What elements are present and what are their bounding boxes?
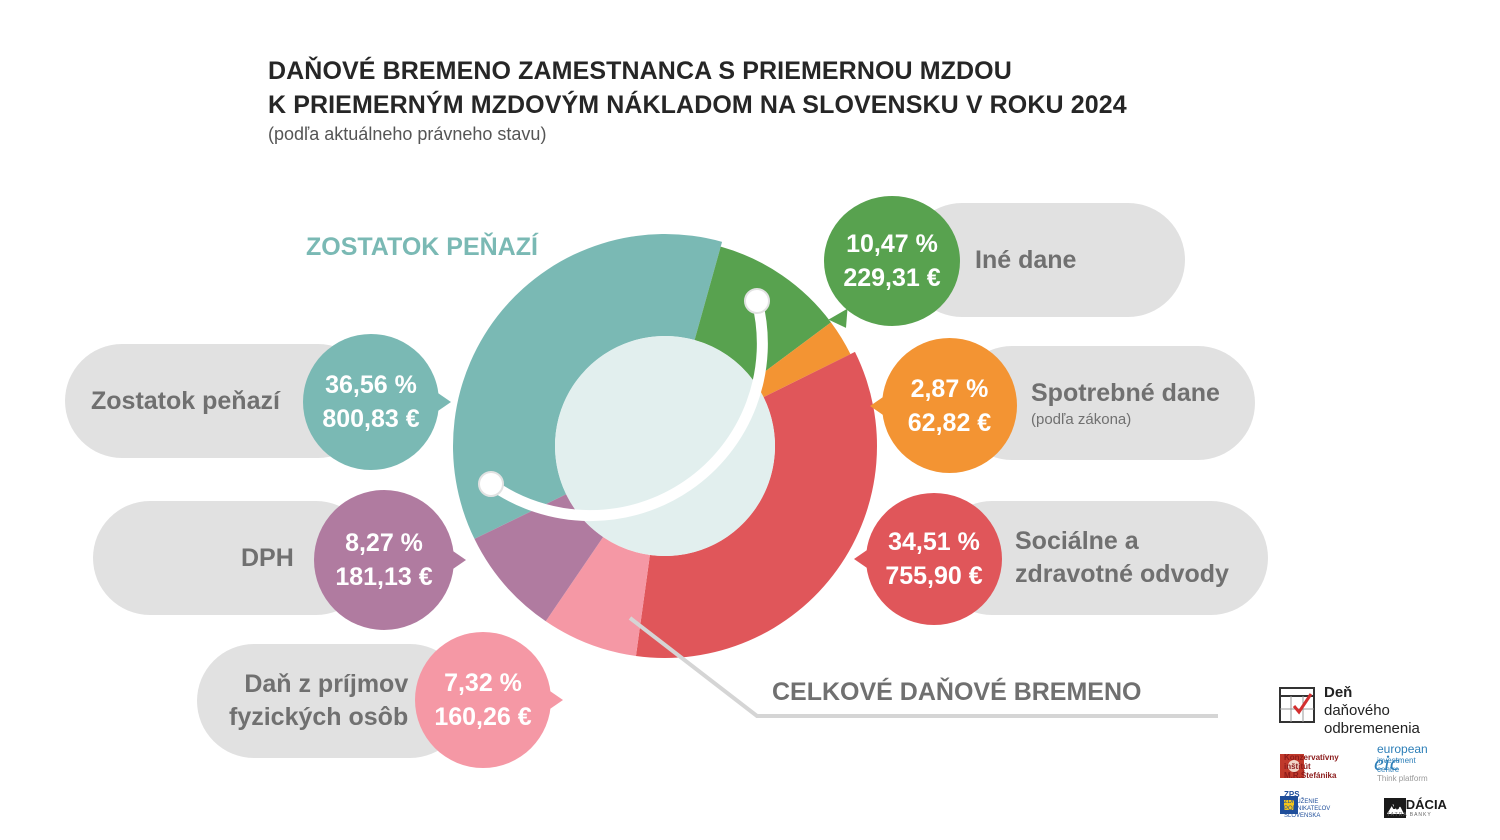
logo-den-danoveho-odbremenenia: Deň daňového odbremenenia <box>1278 684 1420 738</box>
bubble-spotrebne-amount: 62,82 € <box>907 408 992 437</box>
bubble-ine: 10,47 % 229,31 € <box>824 196 960 326</box>
donut-slice-zostatok <box>453 234 723 539</box>
bubble-dan: 7,32 % 160,26 € <box>415 632 563 768</box>
bracket-end-dot <box>478 471 504 497</box>
legend-label-socialne-line1: Sociálne a <box>1015 527 1139 555</box>
bubble-socialne: 34,51 % 755,90 € <box>854 493 1002 625</box>
pill-dan: Daň z príjmov fyzických osôb <box>197 644 467 758</box>
chart-subtitle: (podľa aktuálneho právneho stavu) <box>268 124 547 144</box>
logo-den-line2: daňového <box>1324 702 1390 719</box>
legend-label-spotrebne: Spotrebné dane (podľa zákona) <box>1031 377 1220 430</box>
donut-slice-dph <box>474 494 604 622</box>
bubble-socialne-amount: 755,90 € <box>885 562 983 590</box>
sponsor-logos: Deň daňového odbremenenia Konzervatívny … <box>1278 684 1488 824</box>
celkove-leader-line <box>628 616 1218 718</box>
bubble-dan-percent: 7,32 % <box>444 669 522 697</box>
bubble-ine-percent: 10,47 % <box>846 230 938 258</box>
legend-label-dan-line1: Daň z príjmov <box>244 670 409 698</box>
logo-kisl-line3: M.R.Štefánika <box>1284 770 1337 780</box>
logo-kisl-line1: Konzervatívny <box>1284 752 1339 762</box>
celkove-heading: CELKOVÉ DAŇOVÉ BREMENO <box>772 678 1142 706</box>
logo-zps-line1: ZPS <box>1284 790 1300 799</box>
zostatok-heading: ZOSTATOK PEŇAZÍ <box>306 233 538 261</box>
logo-zps-line3: SLOVENSKA <box>1284 813 1321 819</box>
legend-sublabel-spotrebne: (podľa zákona) <box>1031 410 1132 428</box>
bubble-spotrebne-percent: 2,87 % <box>910 374 989 403</box>
bracket-start-dot <box>744 288 770 314</box>
zps-emblem-icon <box>1280 796 1298 814</box>
logo-eic-mark: eic <box>1374 750 1400 775</box>
bubble-zostatok-percent: 36,56 % <box>325 371 417 399</box>
legend-label-dph: DPH <box>241 543 294 572</box>
logo-eic: eic european investment centre Think pla… <box>1374 743 1428 784</box>
bubble-dph-amount: 181,13 € <box>335 563 433 591</box>
kisl-emblem-icon <box>1280 754 1304 778</box>
legend-label-dan: Daň z príjmov fyzických osôb <box>229 668 408 734</box>
bubble-zostatok-amount: 800,83 € <box>322 405 420 433</box>
bubble-ine-amount: 229,31 € <box>843 264 941 292</box>
logo-zps-line2: ZDRUŽENIE PODNIKATEĽOV <box>1284 799 1331 812</box>
logo-nadacia-line1: NADÁCIA <box>1387 797 1447 812</box>
calendar-check-icon <box>1279 687 1315 723</box>
title-block: DAŇOVÉ BREMENO ZAMESTNANCA S PRIEMERNOU … <box>268 54 1127 145</box>
chart-title-line-2: K PRIEMERNÝM MZDOVÝM NÁKLADOM NA SLOVENS… <box>268 91 1127 119</box>
legend-label-spotrebne-main: Spotrebné dane <box>1031 378 1220 407</box>
legend-label-socialne: Sociálne a zdravotné odvody <box>1015 525 1229 591</box>
logo-den-line1: Deň <box>1324 684 1353 701</box>
chart-title-line-1: DAŇOVÉ BREMENO ZAMESTNANCA S PRIEMERNOU … <box>268 57 1012 85</box>
legend-label-ine: Iné dane <box>975 245 1077 274</box>
logo-eic-line2: investment centre <box>1377 756 1416 774</box>
bubble-spotrebne: 2,87 % 62,82 € <box>870 338 1017 473</box>
bubble-zostatok: 36,56 % 800,83 € <box>303 334 451 470</box>
bubble-dan-amount: 160,26 € <box>434 703 532 731</box>
logo-den-line3: odbremenenia <box>1324 720 1420 737</box>
tax-burden-bracket <box>487 299 768 522</box>
nadacia-tatra-banky-icon <box>1384 798 1406 818</box>
donut-slices <box>453 234 878 658</box>
logo-kisl-line2: inštitút <box>1284 761 1311 771</box>
donut-slice-socialne <box>635 351 878 658</box>
legend-label-socialne-line2: zdravotné odvody <box>1015 560 1229 588</box>
donut-slice-dan <box>545 536 650 657</box>
logo-eic-line3: Think platform <box>1377 774 1428 783</box>
bubble-dph-percent: 8,27 % <box>345 529 423 557</box>
donut-hole <box>555 336 775 556</box>
logo-zps: ZPS ZDRUŽENIE PODNIKATEĽOV SLOVENSKA <box>1280 790 1330 819</box>
logo-nadacia-line2: TATRA BANKY <box>1387 812 1432 818</box>
legend-label-zostatok: Zostatok peňazí <box>91 386 280 415</box>
logo-kisl: Konzervatívny inštitút M.R.Štefánika <box>1280 753 1339 780</box>
logo-nadacia: NADÁCIA TATRA BANKY <box>1384 798 1447 818</box>
donut-slice-spotrebne <box>753 322 851 398</box>
bubble-dph: 8,27 % 181,13 € <box>314 490 466 630</box>
bubble-socialne-percent: 34,51 % <box>888 528 980 556</box>
logo-eic-line1: european <box>1377 742 1428 756</box>
legend-label-dan-line2: fyzických osôb <box>229 703 409 731</box>
